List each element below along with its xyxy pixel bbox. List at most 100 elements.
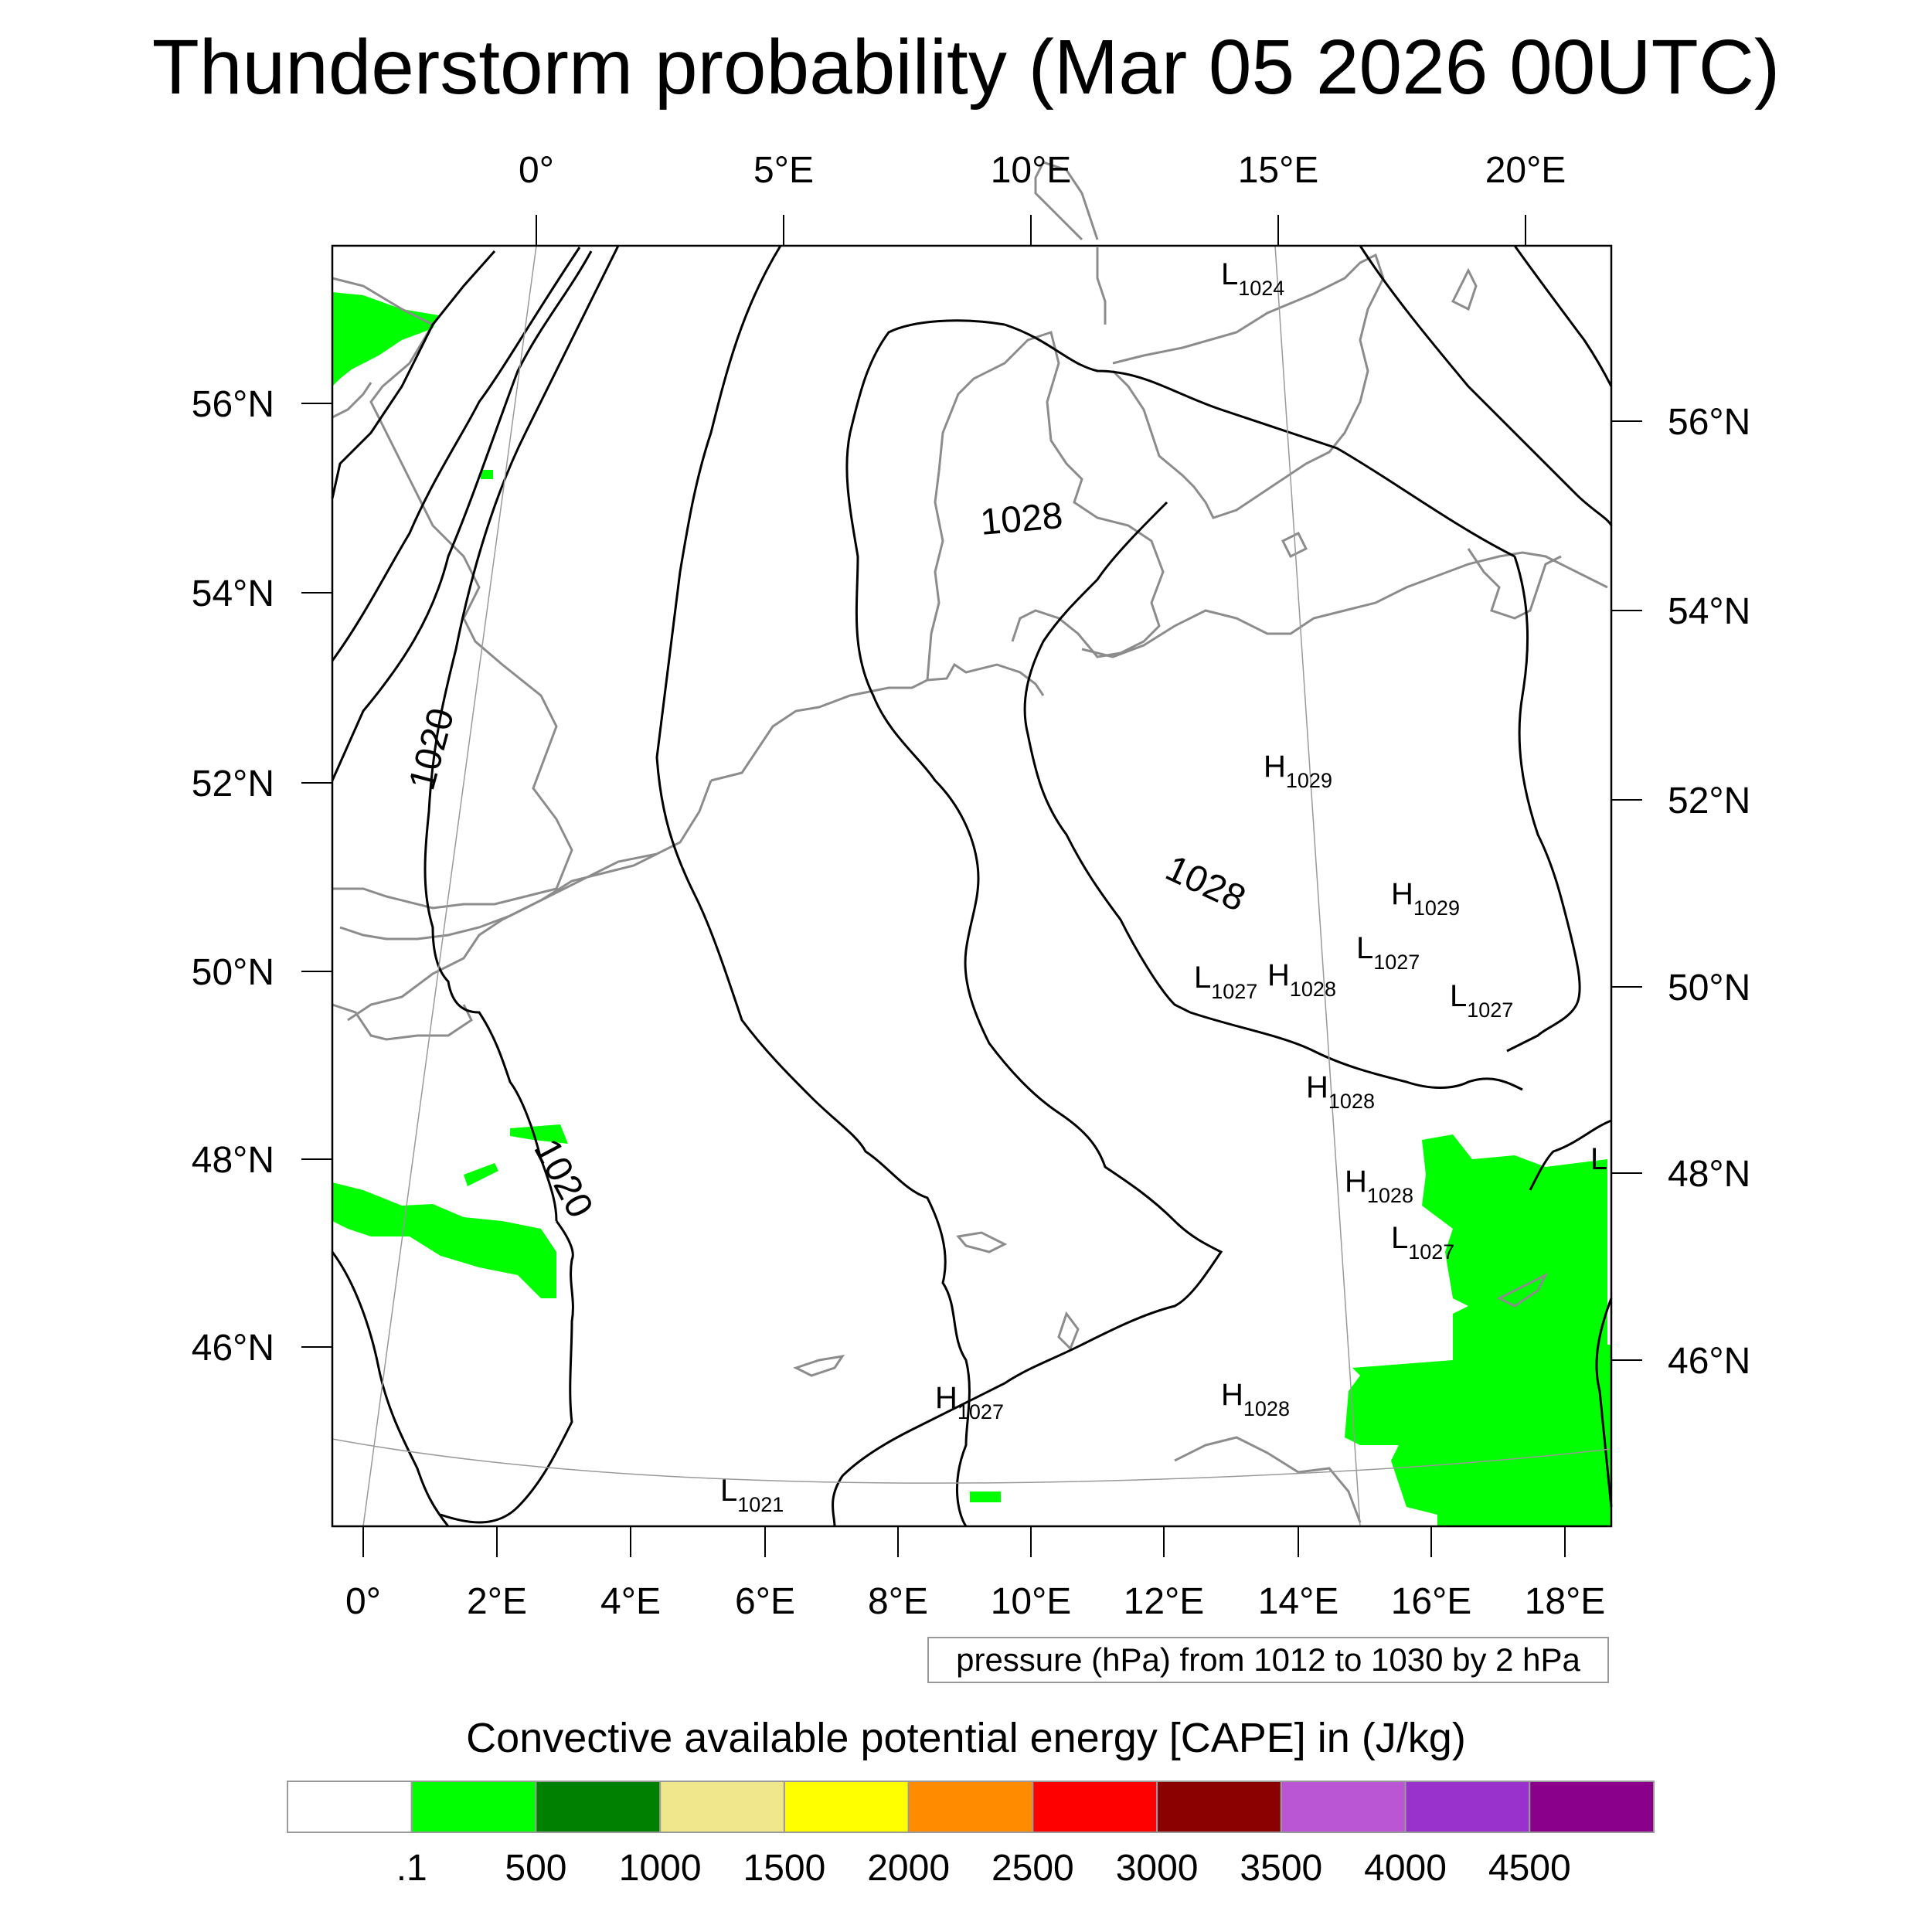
pressure-center-label: L1027 xyxy=(1450,979,1513,1022)
isobar-north-east xyxy=(1359,245,1613,526)
chart-title: Thunderstorm probability (Mar 05 2026 00… xyxy=(151,24,1781,111)
isobar-label: 1028 xyxy=(978,495,1064,543)
pressure-center-label: H1028 xyxy=(1345,1165,1413,1207)
colorbar-tick-label: 500 xyxy=(505,1848,566,1889)
bottom-lon-label: 12°E xyxy=(1124,1581,1205,1622)
border-france-germany xyxy=(339,852,658,940)
pressure-center-label: H1028 xyxy=(1221,1378,1290,1420)
colorbar-swatch xyxy=(287,1781,413,1833)
meridian-0 xyxy=(362,245,537,1527)
isobar-3 xyxy=(331,250,593,781)
left-lat-labels: 56°N 54°N 52°N 50°N 48°N 46°N xyxy=(192,384,274,1369)
cape-area-west-small xyxy=(510,1124,568,1144)
isobar-1020-south xyxy=(440,1220,574,1524)
lake-constance xyxy=(956,1231,1008,1253)
colorbar-tick-label: 1000 xyxy=(619,1848,702,1889)
coast-adriatic xyxy=(1174,1436,1362,1523)
coast-ireland-sea xyxy=(332,382,372,419)
left-lat-label: 56°N xyxy=(192,384,274,425)
bottom-lon-label: 10°E xyxy=(991,1581,1072,1622)
colorbar-tick-label: 1500 xyxy=(743,1848,826,1889)
pressure-center-label: H1028 xyxy=(1306,1070,1375,1113)
lake-garda xyxy=(1057,1311,1080,1351)
colorbar-swatch xyxy=(1032,1781,1158,1833)
lake-balaton xyxy=(1496,1272,1549,1308)
right-lat-label: 46°N xyxy=(1668,1341,1750,1382)
left-lat-label: 50°N xyxy=(192,952,274,993)
axis-ticks xyxy=(301,215,1642,1557)
colorbar-swatch xyxy=(1156,1781,1282,1833)
isobar-label: 1028 xyxy=(1159,848,1251,920)
left-lat-label: 52°N xyxy=(192,764,274,804)
right-lat-label: 52°N xyxy=(1668,781,1750,821)
coast-baltic-south xyxy=(1081,551,1608,658)
bottom-lon-label: 18°E xyxy=(1525,1581,1606,1622)
cape-colorbar-ticks: .1 500 1000 1500 2000 2500 3000 3500 4000 4500 xyxy=(396,1848,1571,1889)
right-lat-label: 54°N xyxy=(1668,591,1750,632)
lake-geneva xyxy=(793,1354,845,1377)
pressure-center-label: L1027 xyxy=(1194,961,1257,1003)
top-lon-label: 0° xyxy=(519,150,554,191)
isobar-1020-west xyxy=(423,245,620,1222)
right-lat-label: 48°N xyxy=(1668,1154,1750,1195)
pressure-center-label: L1027 xyxy=(1356,931,1420,974)
isobar-south-east-2 xyxy=(1595,1298,1613,1508)
colorbar-swatch xyxy=(659,1781,785,1833)
left-lat-label: 46°N xyxy=(192,1328,274,1369)
cape-area-west-streak xyxy=(464,1163,498,1186)
isobar-south-west xyxy=(331,1251,450,1527)
bottom-lon-label: 8°E xyxy=(868,1581,928,1622)
coast-sweden-west xyxy=(1096,247,1107,325)
top-lon-label: 20°E xyxy=(1485,150,1566,191)
pressure-center-label: H1027 xyxy=(935,1381,1004,1423)
isobar-far-north-east xyxy=(1513,245,1613,387)
coast-gotland xyxy=(1451,267,1478,311)
pressure-center-label: H1029 xyxy=(1264,750,1332,792)
cape-area-small-dot xyxy=(481,470,493,479)
bottom-lon-label: 6°E xyxy=(735,1581,795,1622)
colorbar-swatch xyxy=(907,1781,1034,1833)
coast-sweden-south xyxy=(1111,253,1385,519)
cape-area-south-dot xyxy=(970,1492,1001,1502)
pressure-center-label: L xyxy=(1590,1142,1607,1176)
colorbar-swatch xyxy=(410,1781,537,1833)
coast-norway xyxy=(1034,161,1099,241)
isobar-central xyxy=(655,245,971,1527)
cape-area-west xyxy=(332,1182,556,1298)
cape-colorbar xyxy=(287,1781,1655,1833)
coast-britain-east xyxy=(332,277,573,910)
colorbar-swatch xyxy=(783,1781,910,1833)
cape-legend-title: Convective available potential energy [C… xyxy=(466,1715,1466,1761)
cape-area-north-west xyxy=(332,292,439,386)
pressure-center-label: H1028 xyxy=(1267,958,1336,1001)
top-lon-label: 5°E xyxy=(753,150,814,191)
right-lat-labels: 56°N 54°N 52°N 50°N 48°N 46°N xyxy=(1668,402,1750,1382)
pressure-contour-note: pressure (hPa) from 1012 to 1030 by 2 hP… xyxy=(927,1637,1609,1683)
bottom-lon-label: 14°E xyxy=(1258,1581,1339,1622)
isobar-2 xyxy=(331,250,496,499)
colorbar-swatch xyxy=(535,1781,662,1833)
pressure-center-label: H1029 xyxy=(1391,877,1460,920)
isobar-south-east-1 xyxy=(1529,1119,1612,1191)
left-lat-label: 48°N xyxy=(192,1140,274,1181)
meridian-15e xyxy=(1274,245,1361,1527)
pressure-center-label: L1027 xyxy=(1391,1221,1454,1264)
graticule xyxy=(332,245,1612,1527)
top-lon-label: 10°E xyxy=(991,150,1072,191)
bottom-lon-label: 0° xyxy=(345,1581,381,1622)
colorbar-tick-label: 3500 xyxy=(1240,1848,1322,1889)
coast-gulf-riga xyxy=(1467,548,1562,620)
cape-shading xyxy=(332,292,1611,1526)
colorbar-tick-label: 2000 xyxy=(867,1848,950,1889)
colorbar-swatch xyxy=(1529,1781,1655,1833)
left-lat-label: 54°N xyxy=(192,573,274,614)
pressure-centres: L1024 H1029 H1029 L1027 L1027 H1028 L102… xyxy=(720,257,1607,1516)
top-lon-label: 15°E xyxy=(1238,150,1319,191)
colorbar-tick-label: 4500 xyxy=(1488,1848,1571,1889)
map-frame xyxy=(331,244,1613,1528)
pressure-center-label: L1021 xyxy=(720,1474,784,1516)
colorbar-swatch xyxy=(1280,1781,1406,1833)
bottom-lon-label: 16°E xyxy=(1391,1581,1472,1622)
isobar-labels: 1020 1028 1028 1020 xyxy=(401,495,1251,1225)
